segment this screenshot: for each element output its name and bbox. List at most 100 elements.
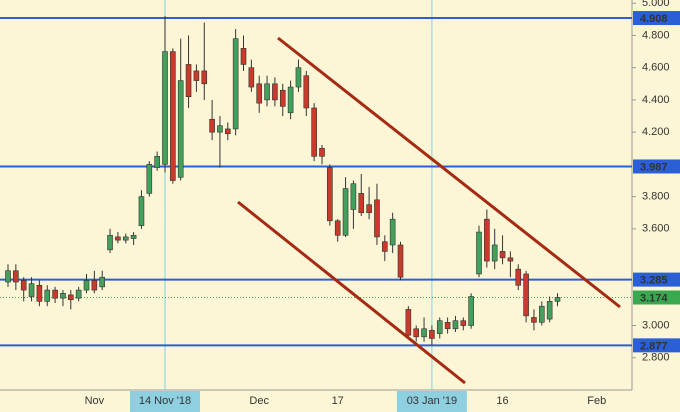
candle-body [491,244,498,262]
x-tick-label: 17 [332,395,344,407]
candle-body [381,241,388,252]
candle-body [28,283,35,297]
candle-body [279,89,286,107]
candle-body [413,328,420,338]
candle-body [429,330,435,339]
candle-body [13,270,19,283]
candle-body [75,289,82,299]
candle-body [319,147,325,157]
candle-body [295,67,302,88]
candle-body [476,231,482,275]
candle-body [5,270,11,283]
level-label-box [633,272,680,287]
y-tick-label: 4.600 [642,62,670,74]
candle-body [209,118,215,133]
candle-body [303,75,310,109]
y-tick-label: 2.800 [642,352,670,364]
candle-body [60,293,66,299]
last-price-label: 3.174 [640,292,668,304]
candle-body [374,199,380,238]
candle-body [193,70,200,81]
level-label-box [633,159,680,174]
plot [0,0,632,390]
candle-body [107,234,113,251]
candle-body [358,193,365,214]
x-tick-label: 14 Nov '18 [139,395,191,407]
candle-body [36,284,43,302]
candle-body [546,301,553,320]
x-tick-label: 16 [496,395,508,407]
candle-body [468,296,474,326]
candle-body [177,80,184,178]
candle-body [538,305,545,323]
candle-body [217,125,223,133]
candle-body [397,244,404,278]
candle-body [146,164,153,194]
candle-body [162,51,168,165]
last-price-box [633,290,680,305]
candle-body [201,70,208,85]
x-tick-label: Feb [587,395,606,407]
candle-body [421,328,427,338]
level-label-box [633,338,680,353]
y-tick-label: 3.000 [642,319,670,331]
candle-body [484,218,490,262]
candle-body [122,236,129,241]
candle-body [507,257,514,262]
candle-body [272,83,278,101]
y-tick-label: 5.000 [642,0,670,9]
x-tick-label: 03 Jan '19 [407,395,457,407]
candle-body [366,204,372,214]
candle-body [264,83,270,101]
y-tick-label: 3.800 [642,191,670,203]
candle-body [170,51,176,181]
candle-body [130,234,137,239]
candle-body [334,220,341,236]
candle-body [389,218,396,246]
candle-body [311,107,317,157]
y-tick-label: 4.400 [642,94,670,106]
trend-line [277,36,621,309]
candle-body [185,64,192,97]
candle-body [287,86,294,114]
candle-body [436,320,443,334]
x-tick-label: Nov [85,395,105,407]
candle-body [115,236,121,241]
candle-body [154,156,160,168]
x-tick-label: Dec [249,395,269,407]
x-label-box [130,391,200,412]
candle-body [44,289,51,302]
trend-line [237,200,466,385]
candle-body [240,48,247,65]
y-tick-label: 3.600 [642,223,670,235]
candle-body [248,67,255,88]
candle-body [91,280,98,291]
x-label-box [396,391,467,412]
candle-body [444,322,451,330]
candle-body [68,294,74,301]
candle-body [225,128,231,135]
candle-body [99,276,105,288]
candle-body [460,320,467,326]
level-label: 3.987 [640,161,668,173]
candle-body [342,188,349,236]
candle-body [515,268,522,286]
candle-body [499,251,506,259]
candle-body [405,309,412,336]
labels: 2.800 3.000 3.600 3.800 4.200 4.400 4.600 4.800… [85,0,680,412]
level-label: 2.877 [640,340,668,352]
candle-body [20,280,27,291]
candle-body [256,83,263,104]
candle-body [531,317,537,323]
candle-body [232,38,239,130]
level-label: 3.285 [640,275,668,287]
candle-body [452,320,459,330]
candle-body [138,196,145,226]
candle-body [554,297,561,302]
candle-body [523,273,529,317]
candle-body [52,289,58,299]
candle-body [350,183,357,210]
y-tick-label: 4.800 [642,29,670,41]
